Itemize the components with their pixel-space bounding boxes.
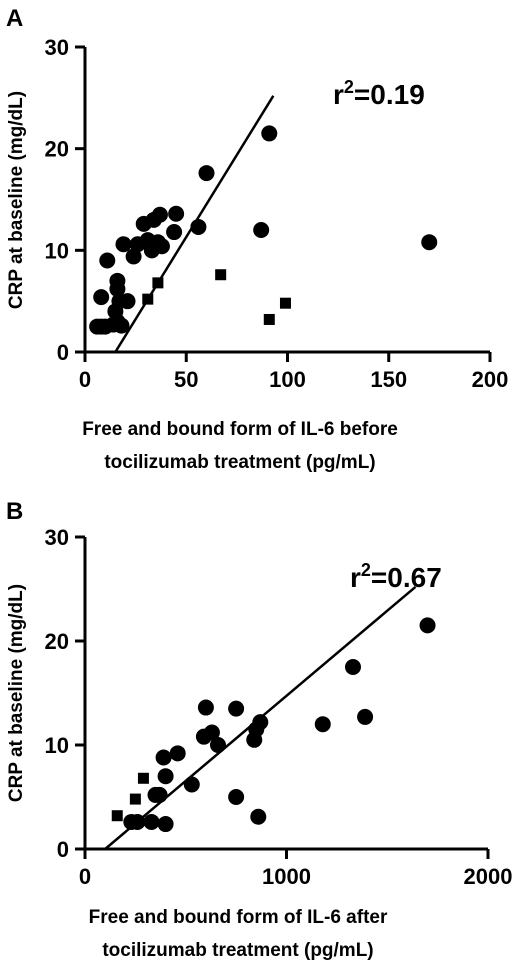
x-tick-label: 100 bbox=[269, 367, 306, 392]
y-tick-label: 0 bbox=[57, 340, 69, 365]
panel-letter: A bbox=[6, 5, 23, 32]
y-axis-title: CRP at baseline (mg/dL) bbox=[6, 91, 27, 309]
data-point-square bbox=[279, 297, 291, 309]
data-point-circle bbox=[113, 317, 130, 334]
data-point-circle bbox=[314, 716, 331, 733]
data-point-circle bbox=[155, 749, 172, 766]
data-point-circle bbox=[157, 768, 174, 785]
y-tick-label: 10 bbox=[45, 238, 69, 263]
y-tick-label: 20 bbox=[45, 137, 69, 162]
data-point-circle bbox=[421, 234, 438, 251]
chart-panel-a: A 0 10 20 30 0 50 100 150 200 CRP at baseline (mg/… bbox=[6, 5, 509, 473]
data-point-circle bbox=[129, 813, 146, 830]
y-tick-label: 0 bbox=[57, 837, 69, 862]
data-point-circle bbox=[209, 737, 226, 753]
y-tick-label: 10 bbox=[45, 733, 69, 758]
x-axis-title-line: Free and bound form of IL-6 before bbox=[82, 419, 398, 440]
data-point-circle bbox=[151, 786, 168, 803]
data-point-circle bbox=[357, 708, 374, 725]
scatter-plot-b: B 0 10 20 30 0 1000 2000 CRP at baseline (mg/dL)… bbox=[6, 498, 513, 961]
chart-panel-b: B 0 10 20 30 0 1000 2000 CRP at baseline (mg/dL)… bbox=[0, 483, 520, 966]
r-squared-annotation: r2=0.19 bbox=[333, 77, 425, 110]
data-point-square bbox=[129, 793, 141, 805]
y-tick-label: 20 bbox=[45, 629, 69, 654]
panel-letter: B bbox=[6, 498, 23, 525]
data-point-circle bbox=[99, 252, 116, 269]
x-tick-label: 1000 bbox=[262, 864, 311, 889]
data-point-circle bbox=[197, 699, 214, 716]
data-point-circle bbox=[166, 224, 183, 241]
y-tick-label: 30 bbox=[45, 525, 69, 550]
data-point-circle bbox=[203, 724, 220, 741]
data-point-circle bbox=[250, 808, 267, 825]
data-point-circle bbox=[261, 125, 278, 142]
data-point-circle bbox=[344, 659, 361, 675]
data-point-circle bbox=[228, 700, 245, 717]
data-point-circle bbox=[115, 236, 132, 253]
x-tick-label: 200 bbox=[472, 367, 509, 392]
data-point-circle bbox=[169, 745, 186, 762]
data-point-circle bbox=[253, 222, 270, 238]
y-tick-label: 30 bbox=[45, 35, 69, 60]
scatter-plot-a: A 0 10 20 30 0 50 100 150 200 CRP at baseline (mg/… bbox=[6, 5, 509, 473]
data-point-circle bbox=[157, 816, 174, 833]
x-tick-label: 2000 bbox=[464, 864, 513, 889]
data-point-square bbox=[152, 277, 164, 289]
data-point-circle bbox=[153, 238, 170, 255]
data-point-circle bbox=[228, 789, 245, 805]
data-point-circle bbox=[109, 272, 126, 289]
x-tick-label: 0 bbox=[79, 367, 91, 392]
data-point-square bbox=[111, 810, 123, 822]
x-axis-title-line: Free and bound form of IL-6 after bbox=[89, 907, 388, 928]
x-tick-label: 0 bbox=[79, 864, 91, 889]
x-tick-label: 50 bbox=[174, 367, 198, 392]
data-point-circle bbox=[125, 248, 142, 265]
x-axis-title-line: tocilizumab treatment (pg/mL) bbox=[104, 452, 375, 473]
x-tick-label: 150 bbox=[370, 367, 407, 392]
r-squared-annotation: r2=0.67 bbox=[350, 560, 442, 593]
data-point-circle bbox=[151, 206, 168, 223]
data-point-square bbox=[142, 293, 154, 305]
x-axis-title-line: tocilizumab treatment (pg/mL) bbox=[102, 940, 373, 961]
data-point-circle bbox=[190, 218, 207, 235]
data-point-circle bbox=[168, 205, 185, 222]
data-point-circle bbox=[419, 617, 436, 634]
data-point-circle bbox=[198, 165, 215, 182]
data-point-circle bbox=[119, 293, 136, 310]
data-point-circle bbox=[252, 714, 269, 731]
data-point-circle bbox=[183, 776, 200, 793]
data-point-square bbox=[263, 313, 275, 325]
y-axis-title: CRP at baseline (mg/dL) bbox=[6, 584, 27, 802]
data-point-circle bbox=[143, 813, 160, 830]
data-point-square bbox=[137, 772, 149, 784]
data-point-circle bbox=[93, 289, 110, 306]
data-point-square bbox=[215, 269, 227, 281]
